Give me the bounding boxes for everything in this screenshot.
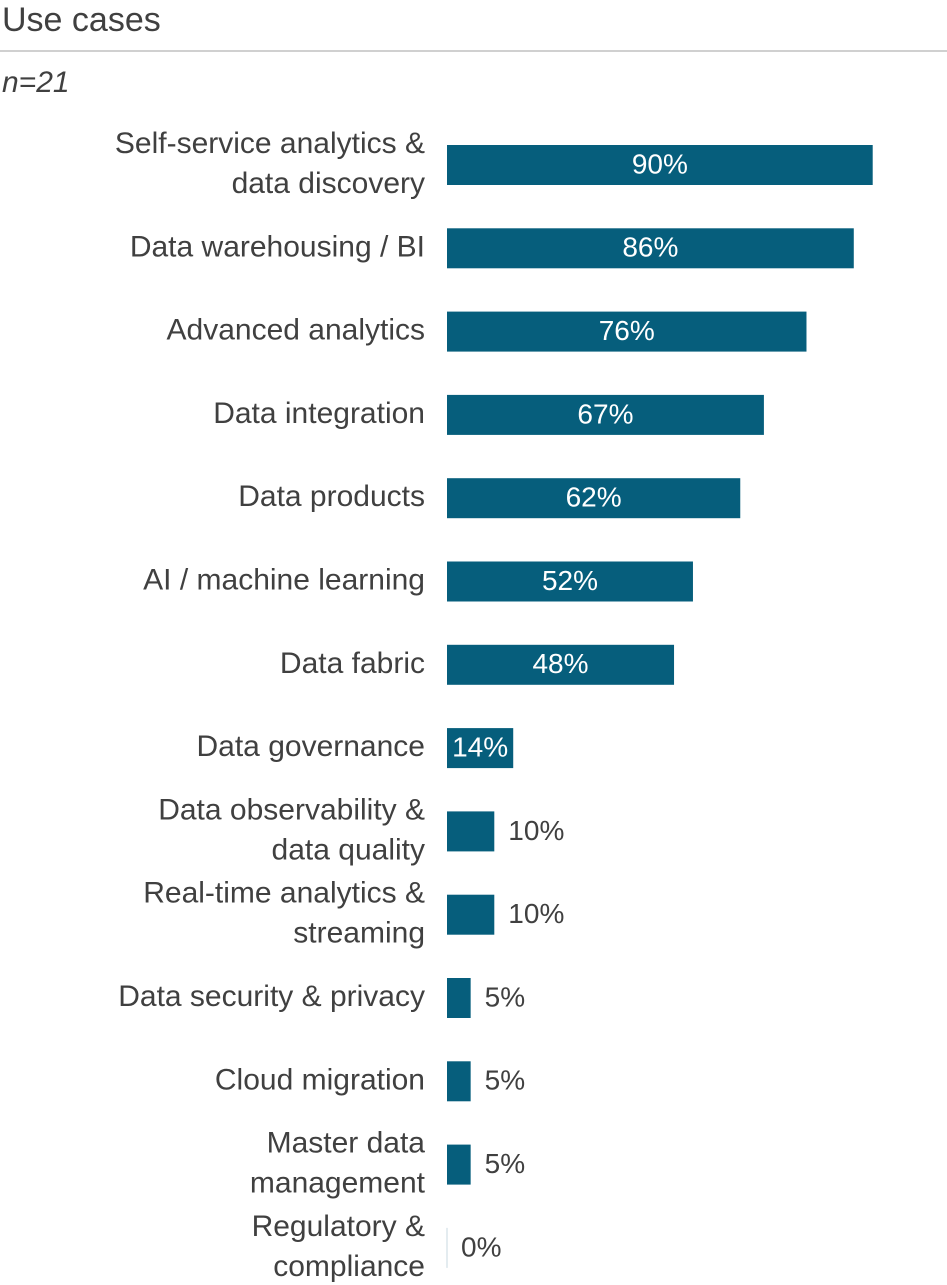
bar: [447, 145, 873, 185]
value-label: 5%: [485, 1148, 525, 1179]
bar: [447, 644, 675, 685]
bar: [447, 394, 764, 435]
value-label: 62%: [566, 482, 622, 513]
category-label: Regulatory & compliance: [252, 1210, 425, 1283]
bar: [447, 478, 741, 519]
category-label: Data integration: [213, 397, 425, 430]
category-label: Data security & privacy: [118, 980, 425, 1013]
value-label: 10%: [508, 898, 564, 929]
bar: [447, 1061, 471, 1102]
category-label: Data warehousing / BI: [130, 230, 425, 263]
value-label: 48%: [532, 648, 588, 679]
category-label: Data products: [238, 480, 425, 513]
category-label: Master data management: [250, 1127, 426, 1200]
value-label: 5%: [485, 981, 525, 1012]
category-label: Data governance: [197, 730, 426, 763]
value-label: 67%: [577, 398, 633, 429]
category-label: Advanced analytics: [167, 314, 426, 347]
chart-subtitle: n=21: [2, 66, 70, 99]
value-label: 52%: [542, 565, 598, 596]
value-label: 5%: [485, 1065, 525, 1096]
bar: [447, 894, 495, 935]
bar: [447, 728, 514, 769]
category-label: Self-service analytics & data discovery: [115, 127, 425, 200]
bar: [447, 561, 693, 602]
bar: [447, 228, 854, 269]
category-label: AI / machine learning: [143, 563, 425, 596]
category-label: Data observability & data quality: [158, 793, 425, 866]
chart-title: Use cases: [2, 1, 161, 39]
value-label: 10%: [508, 815, 564, 846]
category-label: Cloud migration: [215, 1063, 425, 1096]
bar: [447, 1144, 471, 1185]
bar: [447, 811, 495, 852]
value-label: 14%: [452, 731, 508, 762]
bar: [447, 978, 471, 1018]
value-label: 76%: [599, 315, 655, 346]
category-label: Real-time analytics & streaming: [143, 877, 425, 950]
value-label: 0%: [461, 1231, 501, 1262]
value-label: 86%: [622, 232, 678, 263]
value-label: 90%: [632, 148, 688, 179]
bar: [447, 311, 807, 352]
category-label: Data fabric: [280, 647, 425, 680]
